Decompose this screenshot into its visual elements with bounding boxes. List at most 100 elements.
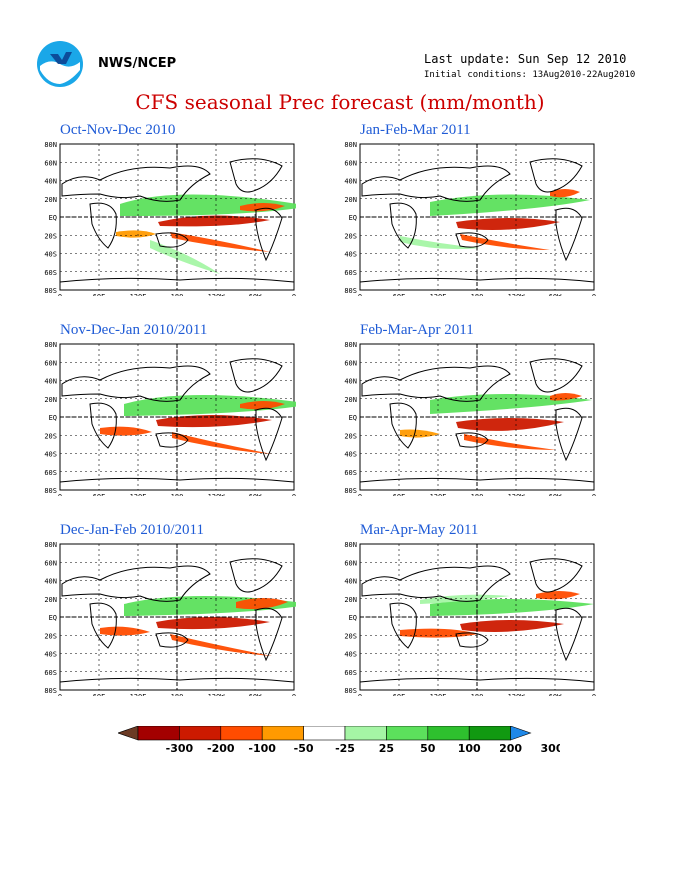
panel-title-6: Mar-Apr-May 2011: [360, 522, 479, 538]
map-panel: 80N60N40N20NEQ20S40S60S80S060E120E180120…: [44, 141, 296, 296]
map-panel: 80N60N40N20NEQ20S40S60S80S060E120E180120…: [44, 541, 296, 696]
lat-label: 20S: [344, 232, 357, 240]
colorbar-segment: [220, 726, 263, 741]
coastlines: [59, 158, 295, 283]
coastline: [59, 477, 295, 483]
anomaly-region: [550, 393, 582, 401]
lat-label: 60S: [344, 469, 357, 477]
anomaly-region: [240, 401, 285, 410]
coastline: [359, 677, 595, 683]
anomaly-region: [550, 189, 580, 198]
lon-label: 0: [358, 693, 362, 696]
lon-label: 180: [471, 493, 484, 496]
lon-label: 60E: [93, 293, 106, 296]
anomaly-region: [100, 626, 150, 636]
lat-label: 40S: [44, 251, 57, 259]
anomaly-region: [236, 598, 288, 610]
lat-label: 60N: [344, 159, 357, 167]
anomaly-region: [170, 232, 270, 252]
lon-label: 120E: [130, 293, 147, 296]
lat-label: 20S: [44, 632, 57, 640]
anomaly-region: [158, 215, 270, 227]
panel-title-1: Oct-Nov-Dec 2010: [60, 122, 176, 138]
lat-label: 40N: [44, 178, 57, 186]
lon-label: 0: [58, 293, 62, 296]
panel-title-3: Nov-Dec-Jan 2010/2011: [60, 322, 208, 338]
coastline: [555, 607, 583, 662]
anomaly-region: [400, 628, 478, 638]
anomaly-region: [460, 620, 564, 632]
colorbar-segment: [137, 726, 180, 741]
lat-label: 40S: [44, 451, 57, 459]
lat-label: 60S: [344, 669, 357, 677]
coastline: [361, 565, 511, 602]
lon-label: 0: [58, 693, 62, 696]
lat-label: 20N: [344, 396, 357, 404]
lon-label: 60E: [393, 493, 406, 496]
lon-label: 120E: [130, 493, 147, 496]
lat-label: 60N: [44, 159, 57, 167]
colorbar-label: -100: [248, 742, 276, 755]
anomaly-region: [456, 218, 560, 230]
lon-label: 60E: [393, 293, 406, 296]
lon-label: 60W: [549, 293, 562, 296]
lat-label: EQ: [49, 614, 57, 622]
colorbar-label: 300: [541, 742, 560, 755]
coastlines: [59, 358, 295, 483]
coastline: [555, 407, 583, 462]
colorbar-label: 50: [420, 742, 436, 755]
colorbar-arrow-left: [118, 726, 139, 741]
lat-label: 80S: [44, 687, 57, 695]
lat-label: 40S: [344, 451, 357, 459]
lat-label: 60S: [44, 269, 57, 277]
lat-label: 20S: [344, 632, 357, 640]
last-update: Last update: Sun Sep 12 2010: [424, 52, 627, 66]
coastline: [255, 207, 283, 262]
lon-label: 60W: [249, 293, 262, 296]
lat-label: 20N: [44, 196, 57, 204]
anomaly-region: [456, 418, 564, 431]
anomaly-region: [116, 230, 156, 238]
lat-label: 40N: [44, 378, 57, 386]
lon-label: 0: [592, 693, 596, 696]
lon-label: 180: [471, 693, 484, 696]
lon-label: 120E: [430, 493, 447, 496]
lon-label: 120E: [430, 693, 447, 696]
anomaly-region: [430, 599, 594, 616]
anomaly-region: [124, 395, 296, 416]
coastline: [455, 232, 489, 248]
lat-label: 80S: [44, 487, 57, 495]
chart-title: CFS seasonal Prec forecast (mm/month): [135, 90, 545, 114]
colorbar-label: 25: [379, 742, 394, 755]
lat-label: EQ: [49, 214, 57, 222]
lat-label: 20N: [44, 396, 57, 404]
lat-label: 20S: [44, 232, 57, 240]
coastline: [89, 402, 117, 449]
colorbar-segment: [386, 726, 429, 741]
lat-label: 40N: [344, 578, 357, 586]
lat-label: 60N: [344, 559, 357, 567]
anomaly-region: [430, 194, 590, 216]
precip-anomaly-field: [116, 194, 296, 274]
lat-label: 80N: [344, 141, 357, 149]
lat-label: 40S: [344, 651, 357, 659]
colorbar-segment: [344, 726, 387, 741]
lat-label: 80S: [344, 687, 357, 695]
lat-label: 80N: [44, 141, 57, 149]
coastline: [229, 558, 283, 593]
lon-label: 120E: [130, 693, 147, 696]
anomaly-region: [240, 203, 285, 212]
coastline: [389, 202, 417, 249]
coastline: [455, 632, 489, 648]
lon-label: 60W: [549, 693, 562, 696]
lat-label: 80N: [344, 541, 357, 549]
anomaly-region: [400, 429, 440, 438]
lon-label: 0: [292, 493, 296, 496]
coastline: [59, 277, 295, 283]
lat-label: 60S: [44, 669, 57, 677]
lon-label: 0: [358, 493, 362, 496]
lat-label: 80S: [344, 487, 357, 495]
coastline: [89, 202, 117, 249]
lon-label: 180: [171, 293, 184, 296]
lon-label: 120W: [508, 693, 526, 696]
